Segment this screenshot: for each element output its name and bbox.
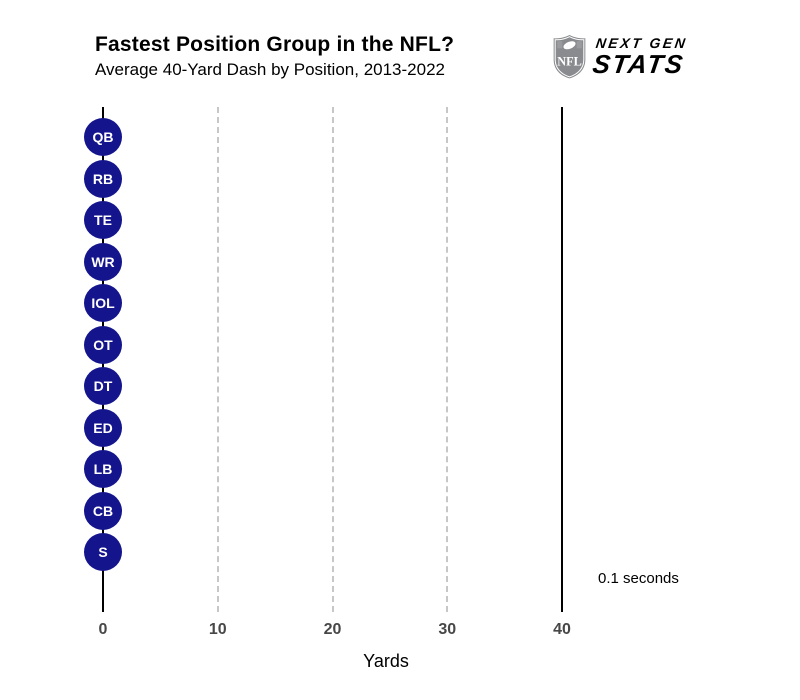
finish-line-40 — [561, 107, 563, 612]
svg-text:NFL: NFL — [557, 55, 582, 69]
position-dot-te: TE — [84, 201, 122, 239]
position-dot-s: S — [84, 533, 122, 571]
position-dot-rb: RB — [84, 159, 122, 198]
position-dot-ed: ED — [84, 408, 122, 447]
x-tick-label-0: 0 — [98, 621, 108, 638]
x-axis-title: Yards — [363, 651, 409, 671]
chart-title: Fastest Position Group in the NFL? — [95, 33, 455, 56]
gridline-20 — [331, 107, 334, 612]
x-tick-label-10: 10 — [208, 621, 227, 638]
next-gen-stats-logo: NFL NEXT GEN STATS — [552, 34, 689, 79]
position-dot-lb: LB — [84, 450, 122, 488]
gridline-10 — [216, 107, 219, 612]
position-dot-qb: QB — [84, 118, 122, 156]
x-tick-label-40: 40 — [553, 621, 571, 638]
position-dot-cb: CB — [84, 491, 122, 530]
race-clock-label: 0.1 seconds — [598, 570, 679, 587]
chart-subtitle: Average 40-Yard Dash by Position, 2013-2… — [95, 60, 445, 79]
nfl-shield-icon: NFL — [553, 35, 586, 79]
position-dot-dt: DT — [84, 367, 122, 405]
x-tick-label-30: 30 — [438, 621, 457, 638]
x-tick-label-20: 20 — [323, 621, 342, 638]
position-dot-ot: OT — [84, 325, 122, 364]
position-dot-wr: WR — [84, 242, 122, 281]
gridline-30 — [446, 107, 449, 612]
position-dot-iol: IOL — [84, 284, 122, 322]
